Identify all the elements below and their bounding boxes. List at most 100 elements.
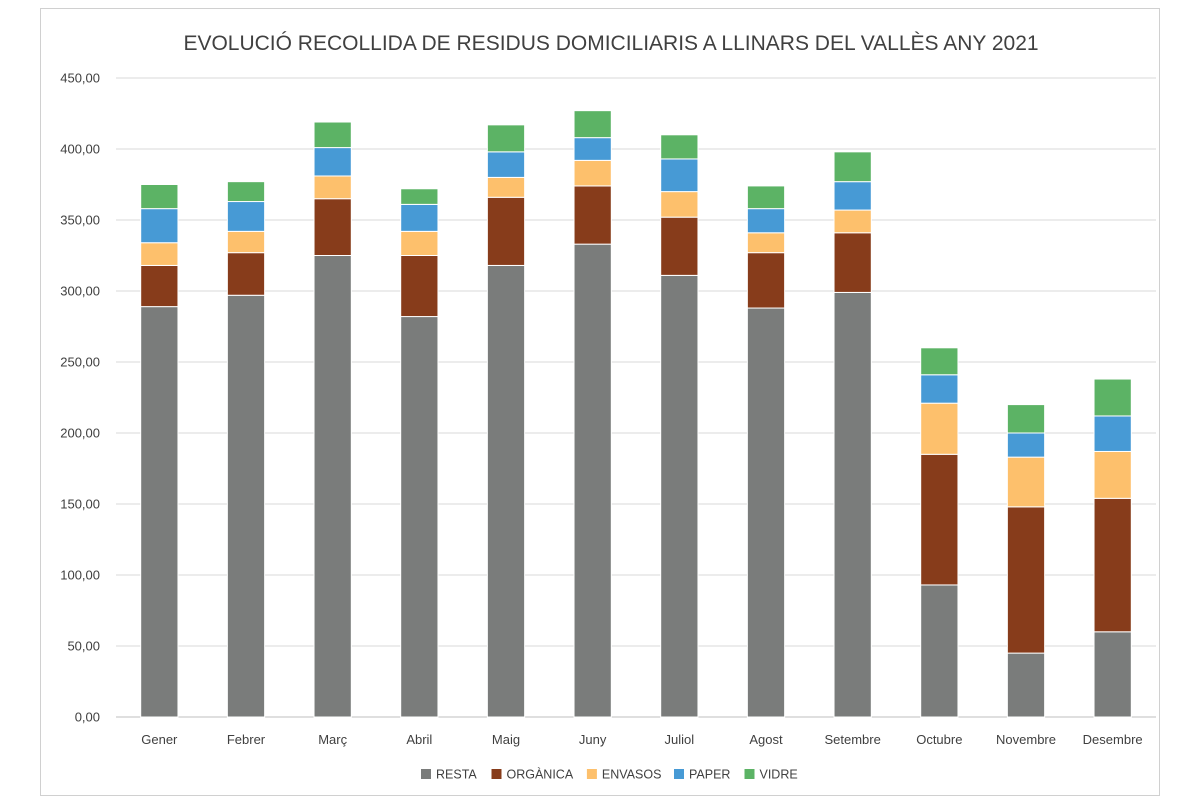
- bar-segment-envasos: [920, 402, 959, 455]
- bar-segment-vidre: [1093, 378, 1132, 417]
- legend-label: RESTA: [436, 768, 477, 782]
- gridlines: [116, 77, 1156, 718]
- bar-segment-orgànica: [660, 216, 699, 276]
- y-axis-tick-labels: 0,00 50,00 100,00 150,00 200,00 250,00 300,00 3…: [60, 71, 100, 725]
- bar-segment-orgànica: [1093, 497, 1132, 633]
- legend-item-orgànica: ORGÀNICA: [491, 767, 574, 782]
- bar-segment-orgànica: [1006, 506, 1046, 654]
- bar-segment-resta: [660, 274, 699, 718]
- bar-segment-vidre: [573, 110, 612, 139]
- x-tick-label: Desembre: [1083, 732, 1143, 747]
- bar-segment-vidre: [313, 121, 352, 149]
- x-tick-label: Març: [318, 732, 347, 747]
- legend-item-envasos: ENVASOS: [586, 768, 662, 782]
- bar-segment-resta: [746, 307, 786, 718]
- bar-segment-orgànica: [746, 252, 786, 309]
- bar-segment-envasos: [833, 209, 872, 234]
- bar-segment-paper: [573, 137, 612, 161]
- bar-segment-vidre: [660, 134, 699, 160]
- bar-segment-vidre: [833, 151, 872, 183]
- y-tick-label: 350,00: [60, 213, 100, 228]
- x-axis-tick-labels: Gener Febrer Març Abril Maig Juny Juliol Agost S…: [141, 732, 1142, 747]
- x-tick-label: Gener: [141, 732, 178, 747]
- bar-segment-paper: [660, 158, 699, 193]
- x-tick-label: Juny: [579, 732, 607, 747]
- legend-label: ORGÀNICA: [507, 767, 574, 782]
- x-tick-label: Octubre: [916, 732, 962, 747]
- legend: RESTA ORGÀNICA ENVASOS PAPER VIDRE: [421, 767, 798, 782]
- x-tick-label: Novembre: [996, 732, 1056, 747]
- legend-item-paper: PAPER: [674, 768, 730, 782]
- bar-segment-vidre: [400, 188, 439, 205]
- stacked-bar-chart: EVOLUCIÓ RECOLLIDA DE RESIDUS DOMICILIAR…: [60, 32, 1156, 782]
- x-tick-label: Setembre: [824, 732, 880, 747]
- bar-segment-paper: [1093, 415, 1132, 452]
- bar-segment-vidre: [746, 185, 786, 210]
- bar-segment-orgànica: [920, 453, 959, 586]
- legend-swatch: [586, 769, 597, 779]
- bar-segment-resta: [573, 243, 612, 718]
- y-tick-label: 450,00: [60, 71, 100, 86]
- bar-segment-paper: [400, 203, 439, 232]
- legend-swatch: [744, 769, 755, 779]
- bar-segment-paper: [1006, 432, 1046, 458]
- bars: [140, 110, 1132, 718]
- legend-swatch: [491, 769, 502, 779]
- bar-segment-resta: [920, 584, 959, 718]
- legend-label: ENVASOS: [602, 768, 662, 782]
- bar-segment-orgànica: [833, 232, 872, 293]
- bar-segment-orgànica: [486, 196, 526, 266]
- legend-label: PAPER: [689, 768, 730, 782]
- bar-segment-resta: [486, 264, 526, 718]
- legend-item-resta: RESTA: [421, 768, 477, 782]
- bar-segment-orgànica: [313, 198, 352, 256]
- y-tick-label: 50,00: [67, 639, 100, 654]
- bar-segment-resta: [140, 306, 179, 718]
- y-tick-label: 200,00: [60, 426, 100, 441]
- bar-segment-paper: [746, 208, 786, 234]
- bar-segment-envasos: [1093, 450, 1132, 499]
- bar-segment-resta: [833, 291, 872, 718]
- bar-segment-envasos: [1006, 456, 1046, 508]
- bar-segment-paper: [486, 151, 526, 178]
- legend-swatch: [674, 769, 684, 779]
- y-tick-label: 150,00: [60, 497, 100, 512]
- x-tick-label: Febrer: [227, 732, 266, 747]
- chart-title: EVOLUCIÓ RECOLLIDA DE RESIDUS DOMICILIAR…: [183, 32, 1038, 55]
- bar-segment-resta: [226, 294, 266, 718]
- bar-segment-orgànica: [140, 264, 179, 308]
- bar-segment-envasos: [226, 230, 266, 254]
- bar-segment-paper: [833, 181, 872, 211]
- bar-segment-envasos: [573, 159, 612, 187]
- bar-segment-envasos: [746, 232, 786, 254]
- bar-segment-resta: [1093, 631, 1132, 718]
- bar-segment-vidre: [920, 347, 959, 376]
- bar-segment-paper: [140, 208, 179, 244]
- bar-segment-envasos: [140, 242, 179, 266]
- bar-segment-envasos: [400, 230, 439, 256]
- bar-segment-orgànica: [226, 252, 266, 296]
- bar-segment-envasos: [486, 176, 526, 198]
- bar-segment-paper: [313, 147, 352, 177]
- bar-segment-resta: [1006, 652, 1046, 718]
- bar-segment-vidre: [226, 181, 266, 203]
- bar-segment-envasos: [660, 191, 699, 218]
- x-tick-label: Agost: [749, 732, 783, 747]
- x-tick-label: Abril: [406, 732, 432, 747]
- y-tick-label: 400,00: [60, 142, 100, 157]
- chart-frame: EVOLUCIÓ RECOLLIDA DE RESIDUS DOMICILIAR…: [40, 8, 1160, 796]
- bar-segment-resta: [313, 255, 352, 718]
- y-tick-label: 250,00: [60, 355, 100, 370]
- x-tick-label: Maig: [492, 732, 520, 747]
- bar-segment-paper: [920, 374, 959, 404]
- bar-segment-vidre: [1006, 404, 1046, 434]
- bar-segment-envasos: [313, 175, 352, 200]
- legend-swatch: [421, 769, 431, 779]
- y-tick-label: 100,00: [60, 568, 100, 583]
- legend-item-vidre: VIDRE: [744, 768, 798, 782]
- legend-label: VIDRE: [760, 768, 798, 782]
- y-tick-label: 0,00: [75, 710, 100, 725]
- bar-segment-orgànica: [400, 255, 439, 318]
- y-tick-label: 300,00: [60, 284, 100, 299]
- bar-segment-resta: [400, 316, 439, 718]
